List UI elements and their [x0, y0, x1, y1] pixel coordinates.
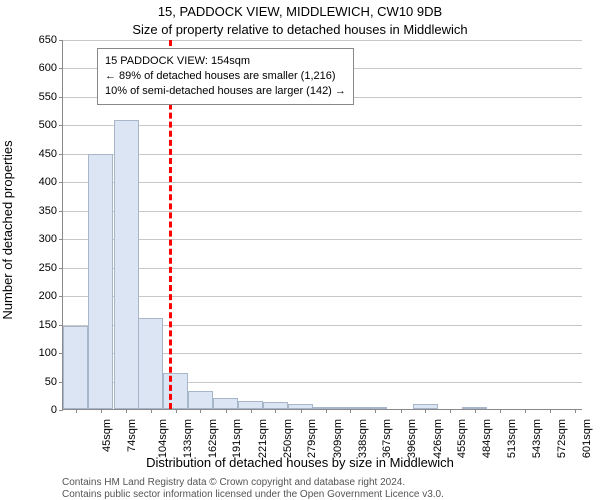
x-tick-label: 484sqm — [481, 419, 493, 458]
y-tick — [59, 125, 63, 126]
y-tick — [59, 97, 63, 98]
gridline — [63, 40, 582, 41]
y-tick-label: 100 — [39, 347, 57, 359]
x-tick — [226, 409, 227, 413]
y-tick-label: 350 — [39, 205, 57, 217]
x-tick-label: 133sqm — [182, 419, 194, 458]
x-tick — [525, 409, 526, 413]
x-tick-label: 162sqm — [207, 419, 219, 458]
x-tick — [251, 409, 252, 413]
annotation-line-2: ← 89% of detached houses are smaller (1,… — [105, 69, 346, 84]
y-axis-label: Number of detached properties — [0, 140, 15, 319]
y-tick — [59, 325, 63, 326]
y-tick — [59, 410, 63, 411]
histogram-bar — [238, 401, 263, 409]
histogram-bar — [213, 398, 238, 409]
x-tick — [475, 409, 476, 413]
attribution-line-2: Contains public sector information licen… — [62, 489, 444, 500]
y-tick-label: 650 — [39, 34, 57, 46]
x-tick — [176, 409, 177, 413]
histogram-bar — [63, 326, 88, 409]
x-tick — [401, 409, 402, 413]
x-tick-label: 221sqm — [257, 419, 269, 458]
y-tick — [59, 68, 63, 69]
x-tick-label: 396sqm — [406, 419, 418, 458]
y-tick-label: 300 — [39, 233, 57, 245]
x-tick-label: 250sqm — [282, 419, 294, 458]
annotation-line-3: 10% of semi-detached houses are larger (… — [105, 84, 346, 99]
x-tick-label: 45sqm — [101, 419, 113, 452]
x-tick — [200, 409, 201, 413]
x-tick-label: 455sqm — [456, 419, 468, 458]
y-tick — [59, 211, 63, 212]
x-tick — [151, 409, 152, 413]
gridline — [63, 239, 582, 240]
y-tick-label: 450 — [39, 148, 57, 160]
gridline — [63, 154, 582, 155]
y-tick-label: 200 — [39, 290, 57, 302]
gridline — [63, 125, 582, 126]
x-tick-label: 338sqm — [357, 419, 369, 458]
histogram-bar — [263, 402, 288, 409]
x-tick-label: 74sqm — [126, 419, 138, 452]
x-tick-label: 426sqm — [432, 419, 444, 458]
annotation-line-1: 15 PADDOCK VIEW: 154sqm — [105, 54, 346, 69]
y-tick — [59, 239, 63, 240]
plot-area: 0501001502002503003504004505005506006504… — [62, 40, 582, 410]
chart-subtitle: Size of property relative to detached ho… — [0, 22, 600, 37]
x-tick-label: 367sqm — [381, 419, 393, 458]
x-tick — [126, 409, 127, 413]
attribution-line-1: Contains HM Land Registry data © Crown c… — [62, 477, 405, 488]
histogram-bar — [138, 318, 163, 409]
y-tick-label: 500 — [39, 119, 57, 131]
histogram-bar — [88, 154, 113, 409]
x-tick — [301, 409, 302, 413]
y-tick — [59, 40, 63, 41]
gridline — [63, 182, 582, 183]
chart-title: 15, PADDOCK VIEW, MIDDLEWICH, CW10 9DB — [0, 4, 600, 19]
x-tick — [375, 409, 376, 413]
x-tick-label: 513sqm — [506, 419, 518, 458]
x-tick-label: 191sqm — [231, 419, 243, 458]
x-tick — [500, 409, 501, 413]
histogram-bar — [114, 120, 139, 409]
y-tick-label: 150 — [39, 319, 57, 331]
x-tick — [326, 409, 327, 413]
x-tick — [425, 409, 426, 413]
x-tick-label: 572sqm — [556, 419, 568, 458]
histogram-bar — [188, 391, 213, 409]
histogram-bar — [163, 373, 188, 409]
x-tick — [350, 409, 351, 413]
x-tick-label: 104sqm — [157, 419, 169, 458]
x-tick-label: 601sqm — [581, 419, 593, 458]
x-tick — [76, 409, 77, 413]
y-tick — [59, 154, 63, 155]
y-tick-label: 250 — [39, 262, 57, 274]
y-tick-label: 400 — [39, 176, 57, 188]
y-tick-label: 0 — [51, 404, 57, 416]
y-tick — [59, 296, 63, 297]
gridline — [63, 211, 582, 212]
x-tick — [275, 409, 276, 413]
x-tick — [101, 409, 102, 413]
gridline — [63, 296, 582, 297]
y-tick-label: 550 — [39, 91, 57, 103]
y-tick-label: 50 — [45, 376, 57, 388]
y-tick — [59, 268, 63, 269]
annotation-box: 15 PADDOCK VIEW: 154sqm ← 89% of detache… — [97, 48, 354, 105]
x-tick-label: 309sqm — [332, 419, 344, 458]
gridline — [63, 268, 582, 269]
y-tick — [59, 182, 63, 183]
x-tick-label: 279sqm — [306, 419, 318, 458]
x-tick-label: 543sqm — [531, 419, 543, 458]
x-tick — [575, 409, 576, 413]
x-tick — [450, 409, 451, 413]
y-tick-label: 600 — [39, 62, 57, 74]
x-tick — [550, 409, 551, 413]
chart-container: 15, PADDOCK VIEW, MIDDLEWICH, CW10 9DB S… — [0, 0, 600, 500]
